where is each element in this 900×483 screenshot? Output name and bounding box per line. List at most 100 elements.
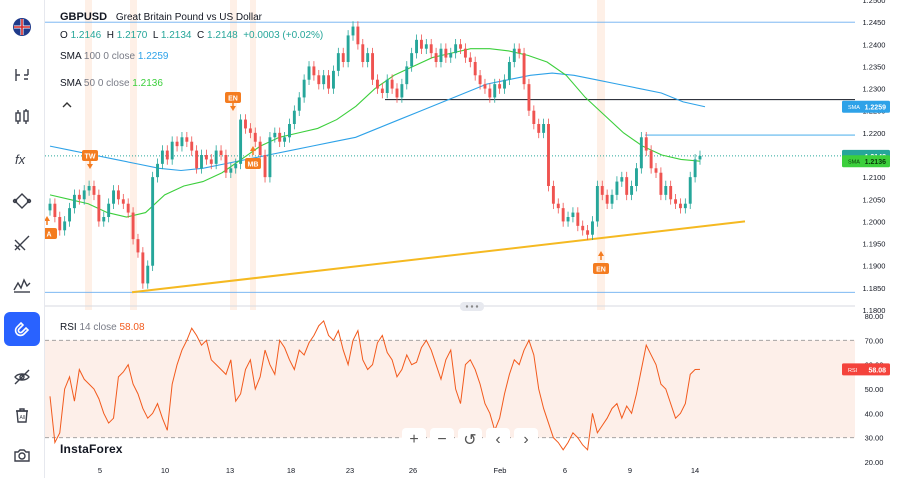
candle-body — [63, 221, 67, 231]
candle-body — [112, 190, 115, 204]
candle-body — [346, 35, 350, 62]
sma100-period: 100 — [83, 51, 101, 62]
candle-body — [175, 141, 179, 147]
sma50-offset: 0 — [97, 78, 104, 89]
candle-body — [678, 203, 682, 209]
sma100-line — [49, 72, 706, 172]
candle-body — [141, 252, 145, 284]
candle-body — [459, 44, 462, 49]
sma100-source: close — [111, 51, 136, 62]
candle-body — [151, 177, 155, 266]
indicators-fx-icon[interactable]: fx — [4, 142, 40, 176]
candle-body — [204, 155, 208, 160]
candle-body — [185, 137, 189, 142]
candle-body — [146, 265, 150, 284]
scroll-forward-button[interactable]: › — [514, 428, 538, 452]
candle-body — [312, 66, 316, 76]
open-label: O — [60, 30, 68, 41]
candle-body — [473, 62, 477, 76]
collapse-legend-icon[interactable] — [58, 97, 76, 113]
candle-body — [116, 190, 120, 200]
price-tick-label: 1.1900 — [863, 262, 886, 271]
rsi-legend[interactable]: RSI 14 close 58.08 — [60, 322, 145, 333]
change-value: +0.0003 (+0.02%) — [243, 30, 324, 41]
sma100-label: SMA — [60, 51, 82, 62]
candle-body — [674, 199, 678, 204]
candle-body — [327, 75, 331, 89]
rsi-band — [45, 340, 855, 438]
rsi-axis-tag-box — [842, 363, 890, 376]
ohlc-legend: O 1.2146 H 1.2170 L 1.2134 C 1.2148 +0.0… — [60, 30, 323, 41]
marker-label: MB — [248, 162, 259, 169]
chart-area[interactable]: TW EN MB EN A 1.2500 1.2450 1.2400 1.2350 1.2300… — [41, 0, 900, 478]
marker-badge — [41, 228, 57, 239]
candle-body — [517, 48, 521, 54]
magnet-tool-icon[interactable] — [4, 312, 40, 346]
candle-body — [68, 208, 72, 222]
fib-tool-icon[interactable] — [4, 226, 40, 260]
reset-chart-button[interactable]: ↺ — [458, 428, 482, 452]
sma100-axis-tag-tag: SMA — [848, 105, 860, 111]
patterns-tool-icon[interactable] — [4, 268, 40, 302]
pane-separator[interactable] — [45, 302, 855, 311]
candle-body — [136, 239, 140, 253]
rsi-value: 58.08 — [119, 322, 145, 333]
signal-marker: EN — [225, 92, 241, 111]
sma50-legend[interactable]: SMA 50 0 close 1.2136 — [60, 78, 163, 89]
marker-arrow — [87, 164, 93, 169]
signal-marker: TW — [82, 150, 98, 169]
candle-body — [72, 194, 76, 209]
candle-body — [248, 128, 252, 133]
candle-body — [488, 88, 492, 98]
marker-label: A — [46, 232, 51, 239]
close-value: 1.2148 — [207, 30, 238, 41]
hide-drawings-icon[interactable] — [4, 360, 40, 394]
candle-body — [537, 124, 541, 133]
candle-body — [556, 203, 560, 209]
rsi-label: RSI — [60, 322, 77, 333]
zoom-out-button[interactable]: − — [430, 428, 454, 452]
screenshot-icon[interactable] — [4, 438, 40, 472]
candle-body — [234, 163, 238, 169]
trend-line-tool-icon[interactable] — [4, 184, 40, 218]
candle-body — [268, 137, 272, 178]
signal-markers: TW EN MB EN A — [41, 92, 609, 274]
open-value: 1.2146 — [70, 30, 102, 41]
price-tick-label: 1.2000 — [863, 217, 886, 226]
candle-body — [263, 155, 267, 178]
highlight-band — [130, 0, 137, 310]
candle-body — [669, 186, 673, 200]
marker-arrow — [250, 146, 256, 151]
crosshair-tool-icon[interactable] — [4, 58, 40, 92]
candle-body — [97, 194, 101, 222]
candle-body — [415, 39, 418, 54]
chart-canvas[interactable]: TW EN MB EN A 1.2500 1.2450 1.2400 1.2350 1.2300… — [41, 0, 900, 478]
candle-body — [156, 163, 159, 178]
sma50-axis-tag-tag: SMA — [848, 160, 860, 166]
candle-body — [273, 132, 277, 138]
sma100-offset: 0 — [103, 51, 109, 62]
candle-body — [278, 132, 282, 142]
time-tick-label: 23 — [346, 466, 354, 475]
candle-body — [654, 168, 658, 173]
symbol-flag-icon[interactable] — [4, 10, 40, 44]
sma100-legend[interactable]: SMA 100 0 close 1.2259 — [60, 51, 168, 62]
sma50-axis-tag: SMA 1.2136 — [842, 155, 890, 168]
candles-tool-icon[interactable] — [4, 100, 40, 134]
candle-body — [288, 124, 291, 138]
candle-body — [498, 84, 502, 89]
sma100-axis-tag-box — [842, 100, 890, 113]
svg-text:All: All — [20, 415, 26, 421]
scroll-back-button[interactable]: ‹ — [486, 428, 510, 452]
candle-body — [229, 168, 233, 173]
sma50-label: SMA — [60, 78, 82, 89]
delete-drawings-icon[interactable]: All — [4, 398, 40, 432]
zoom-in-button[interactable]: + — [402, 428, 426, 452]
candle-body — [395, 88, 399, 98]
candle-body — [390, 79, 394, 89]
price-tick-label: 1.2450 — [863, 18, 886, 27]
signal-marker: MB — [245, 146, 261, 169]
candle-body — [351, 26, 355, 36]
candle-body — [405, 66, 409, 85]
candle-body — [522, 53, 526, 85]
